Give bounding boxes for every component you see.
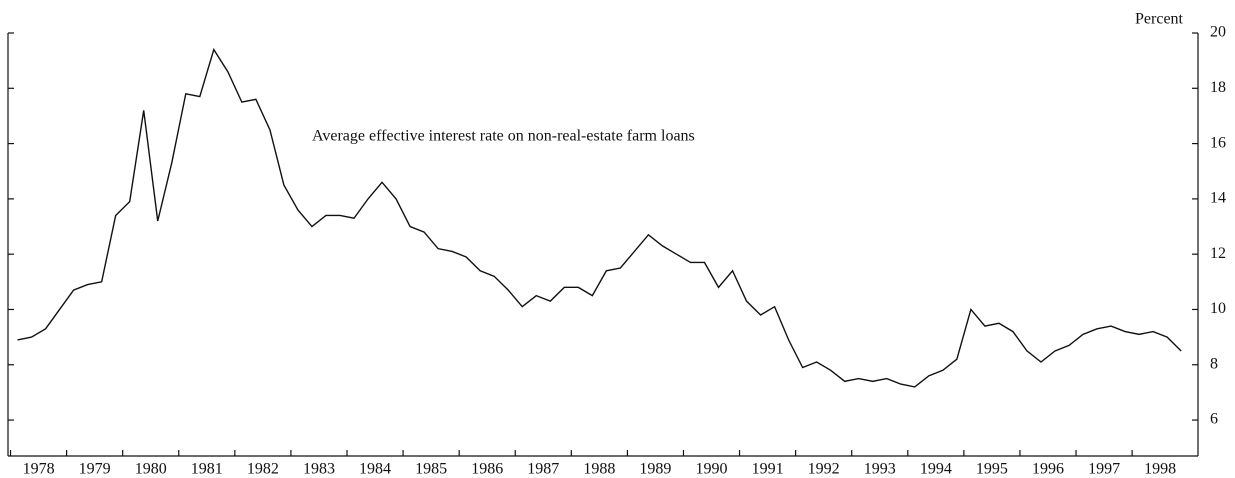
y-tick-label: 20 — [1210, 24, 1226, 41]
x-tick-label: 1987 — [527, 461, 559, 478]
x-tick-label: 1996 — [1032, 461, 1064, 478]
y-tick-label: 6 — [1210, 411, 1218, 428]
y-tick-label: 10 — [1210, 300, 1226, 317]
x-tick-label: 1986 — [471, 461, 503, 478]
y-tick-label: 12 — [1210, 245, 1226, 262]
x-tick-label: 1991 — [752, 461, 784, 478]
annotation: Average effective interest rate on non-r… — [312, 128, 695, 145]
x-tick-label: 1981 — [191, 461, 223, 478]
data-line — [17, 47, 1182, 388]
y-tick-label: 8 — [1210, 355, 1218, 372]
x-tick-label: 1994 — [920, 461, 952, 478]
x-tick-label: 1983 — [303, 461, 335, 478]
x-tick-label: 1993 — [864, 461, 896, 478]
y-axis-label: Percent — [1135, 11, 1184, 28]
x-tick-label: 1985 — [415, 461, 447, 478]
y-tick-label: 14 — [1210, 190, 1226, 207]
y-tick-label: 18 — [1210, 79, 1226, 96]
x-tick-label: 1982 — [247, 461, 279, 478]
x-tick-label: 1979 — [79, 461, 111, 478]
x-tick-label: 1992 — [808, 461, 840, 478]
y-tick-label: 16 — [1210, 134, 1226, 151]
x-tick-label: 1997 — [1088, 461, 1120, 478]
x-tick-label: 1989 — [639, 461, 671, 478]
x-tick-label: 1984 — [359, 461, 391, 478]
x-tick-label: 1990 — [696, 461, 728, 478]
x-tick-label: 1980 — [135, 461, 167, 478]
x-tick-label: 1995 — [976, 461, 1008, 478]
x-tick-label: 1998 — [1144, 461, 1176, 478]
x-tick-label: 1978 — [23, 461, 55, 478]
x-tick-label: 1988 — [583, 461, 615, 478]
